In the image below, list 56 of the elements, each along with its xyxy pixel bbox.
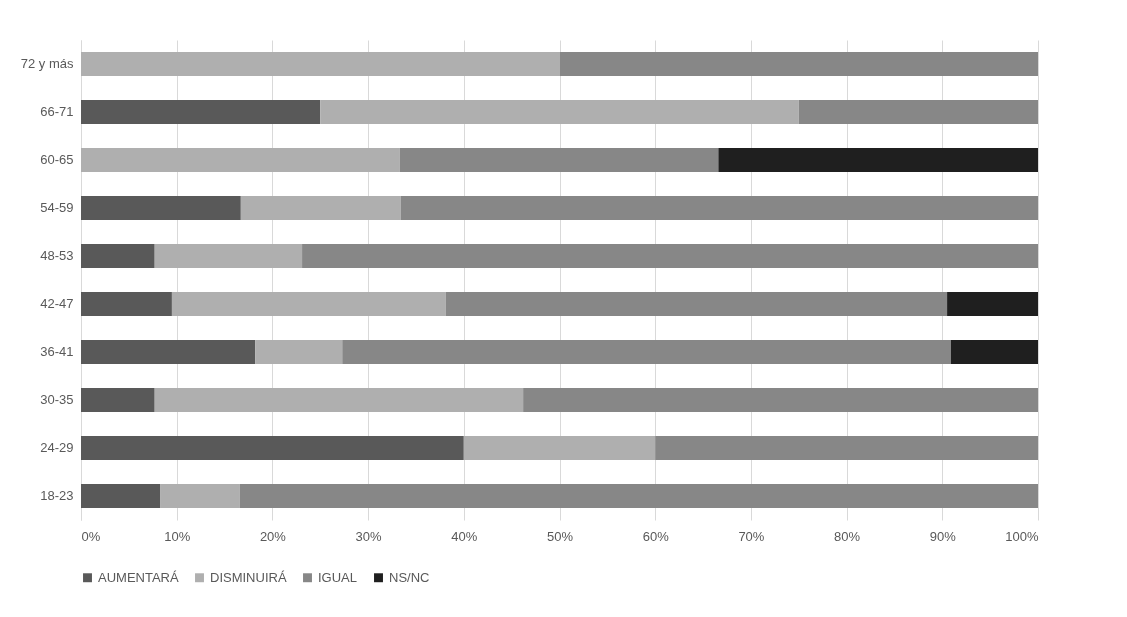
- bar: [523, 388, 1038, 412]
- x-tick-label: 70%: [738, 528, 765, 544]
- x-tick-label: 90%: [929, 528, 957, 544]
- bar: [81, 52, 560, 76]
- y-tick-label: 42-47: [40, 296, 74, 311]
- y-tick-label: 30-35: [40, 392, 74, 407]
- bar: [463, 436, 656, 460]
- y-tick-label: 36-41: [40, 344, 74, 359]
- bar: [81, 100, 321, 124]
- bar: [559, 52, 1038, 76]
- y-tick-label: 48-53: [40, 248, 74, 263]
- bar: [342, 340, 951, 364]
- bar: [947, 292, 1038, 316]
- bar: [320, 100, 799, 124]
- x-tick-label: 10%: [164, 528, 191, 544]
- bar: [255, 340, 343, 364]
- x-tick-label: 80%: [834, 528, 861, 544]
- bar: [81, 244, 155, 268]
- bar: [655, 436, 1038, 460]
- y-tick-label: 54-59: [40, 200, 74, 215]
- bar: [171, 292, 446, 316]
- bar: [160, 484, 240, 508]
- x-tick-label: 50%: [546, 528, 574, 544]
- legend-label: IGUAL: [318, 569, 358, 585]
- x-tick-label: 60%: [642, 528, 670, 544]
- bar: [718, 148, 1038, 172]
- bar: [302, 244, 1038, 268]
- x-tick-label: 100%: [1005, 528, 1039, 544]
- legend-label: DISMINUIRÁ: [210, 569, 287, 585]
- bar: [154, 388, 524, 412]
- legend-label: NS/NC: [389, 569, 430, 585]
- bar: [399, 148, 719, 172]
- y-tick-label: 18-23: [40, 488, 74, 503]
- bar: [240, 196, 401, 220]
- x-tick-label: 30%: [355, 528, 383, 544]
- y-tick-label: 24-29: [40, 440, 74, 455]
- y-tick-label: 72 y más: [20, 56, 74, 71]
- bar: [81, 340, 256, 364]
- x-tick-label: 20%: [259, 528, 287, 544]
- bar: [950, 340, 1038, 364]
- bar: [239, 484, 1038, 508]
- bar: [81, 292, 172, 316]
- bar: [81, 196, 241, 220]
- bar: [400, 196, 1038, 220]
- x-tick-label: 0%: [81, 528, 101, 544]
- bar: [81, 484, 161, 508]
- y-tick-label: 60-65: [40, 152, 74, 167]
- bar: [81, 148, 400, 172]
- bar: [81, 436, 464, 460]
- legend-label: AUMENTARÁ: [98, 569, 179, 585]
- bar: [798, 100, 1038, 124]
- y-tick-label: 66-71: [40, 104, 74, 119]
- bar: [154, 244, 303, 268]
- x-tick-label: 40%: [451, 528, 478, 544]
- bar: [445, 292, 948, 316]
- bar: [81, 388, 155, 412]
